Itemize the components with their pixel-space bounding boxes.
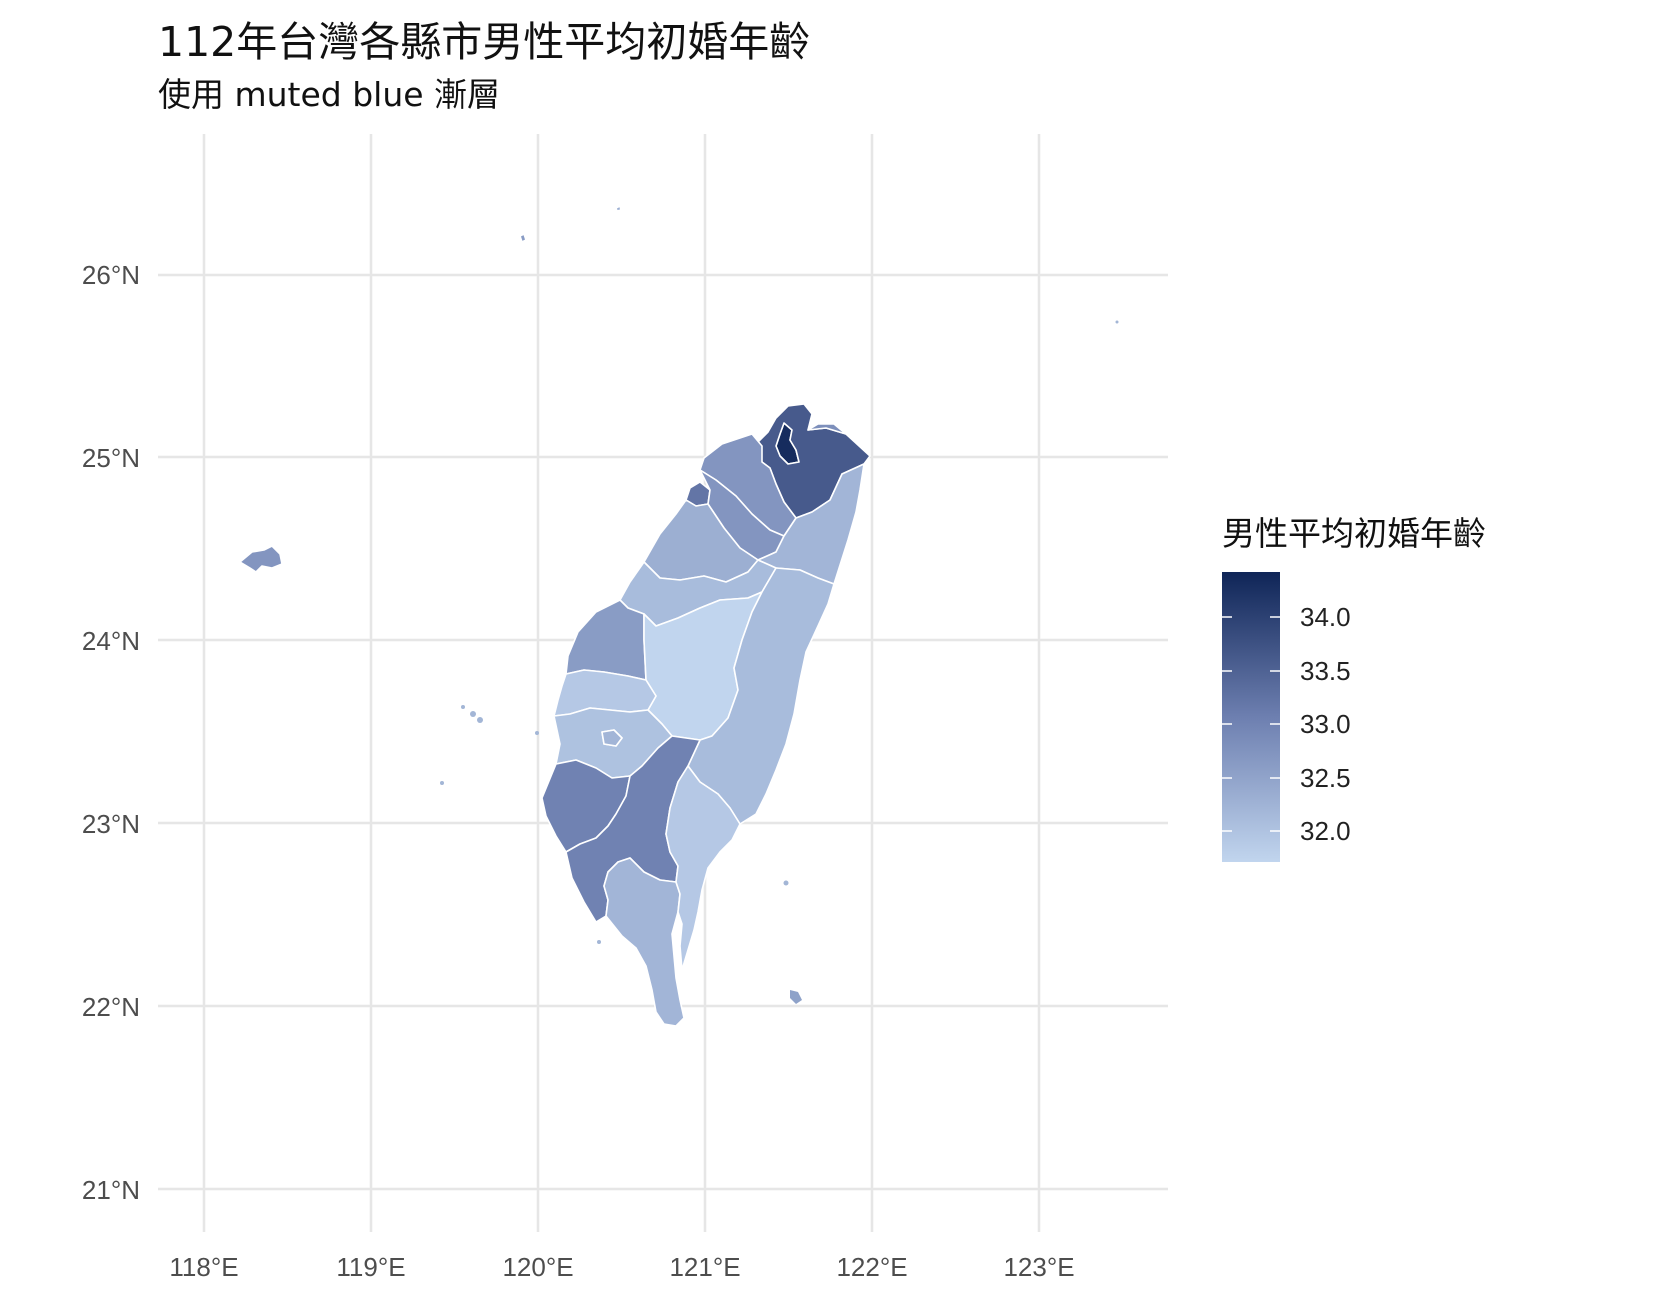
legend-label: 33.0 <box>1300 709 1351 739</box>
island-marker <box>470 711 476 717</box>
minor-islands <box>440 320 1119 1004</box>
x-tick-label: 118°E <box>169 1252 238 1282</box>
chart-subtitle: 使用 muted blue 漸層 <box>158 75 501 114</box>
island-marker <box>1115 320 1119 324</box>
region-lienchiang <box>615 205 622 212</box>
island-marker <box>477 717 483 723</box>
region-penghu <box>239 545 283 573</box>
x-tick-label: 120°E <box>502 1252 573 1282</box>
island-marker <box>535 731 539 735</box>
legend-label: 33.5 <box>1300 656 1351 686</box>
y-tick-label: 25°N <box>82 443 140 473</box>
x-axis: 118°E 119°E 120°E 121°E 122°E 123°E <box>169 1252 1074 1282</box>
y-axis: 26°N 25°N 24°N 23°N 22°N 21°N <box>82 260 140 1205</box>
region-pingtung <box>603 857 685 1027</box>
x-tick-label: 122°E <box>836 1252 907 1282</box>
x-tick-label: 123°E <box>1003 1252 1074 1282</box>
region-changhua <box>565 599 647 681</box>
y-tick-label: 22°N <box>82 992 140 1022</box>
x-tick-label: 119°E <box>336 1252 405 1282</box>
island-marker <box>597 940 601 944</box>
island-marker <box>783 880 789 886</box>
y-tick-label: 23°N <box>82 809 140 839</box>
legend-label: 34.0 <box>1300 602 1351 632</box>
legend: 男性平均初婚年齡 34.0 33.5 33.0 32.5 32.0 <box>1222 514 1486 862</box>
region-kinmen <box>519 233 527 243</box>
island-lanyu <box>790 990 802 1004</box>
island-marker <box>461 705 465 709</box>
legend-label: 32.5 <box>1300 763 1351 793</box>
region-chiayi-city <box>601 729 623 747</box>
y-tick-label: 24°N <box>82 626 140 656</box>
legend-label: 32.0 <box>1300 816 1351 846</box>
county-regions <box>239 205 871 1027</box>
chart-title: 112年台灣各縣市男性平均初婚年齡 <box>158 18 811 66</box>
x-tick-label: 121°E <box>669 1252 740 1282</box>
y-tick-label: 26°N <box>82 260 140 290</box>
legend-title: 男性平均初婚年齡 <box>1222 514 1486 553</box>
legend-colorbar <box>1222 572 1280 862</box>
region-taitung <box>665 765 741 971</box>
region-keelung <box>807 423 847 435</box>
island-marker <box>440 781 444 785</box>
legend-ticks <box>1222 616 1280 832</box>
y-tick-label: 21°N <box>82 1175 140 1205</box>
